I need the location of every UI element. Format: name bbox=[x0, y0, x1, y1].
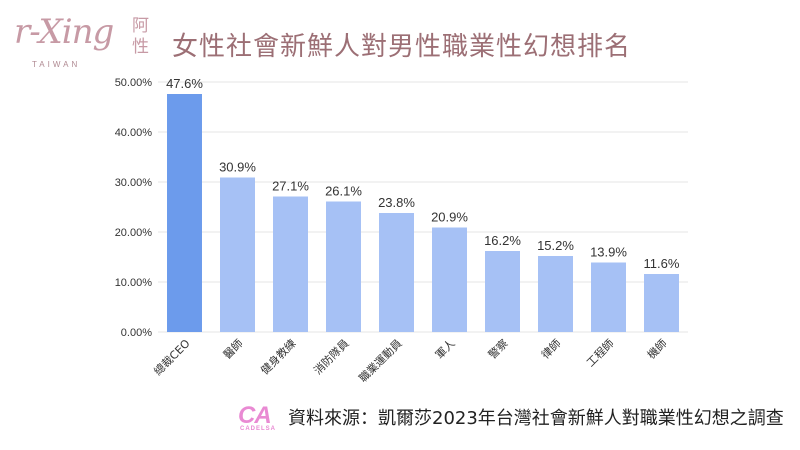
data-label: 16.2% bbox=[484, 233, 521, 248]
y-tick-label: 30.00% bbox=[115, 177, 153, 189]
source-text: 資料來源：凱爾莎2023年台灣社會新鮮人對職業性幻想之調查 bbox=[288, 408, 784, 429]
page-title: 女性社會新鮮人對男性職業性幻想排名 bbox=[172, 32, 632, 62]
bar bbox=[538, 256, 573, 332]
x-tick-label: 健身教練 bbox=[258, 336, 299, 377]
bar bbox=[432, 227, 467, 332]
y-tick-label: 10.00% bbox=[115, 277, 153, 289]
data-label: 23.8% bbox=[378, 195, 415, 210]
x-tick-label: 機師 bbox=[644, 336, 669, 361]
x-tick-label: 總裁CEO bbox=[151, 336, 193, 378]
x-tick-label: 軍人 bbox=[433, 337, 458, 362]
y-tick-label: 20.00% bbox=[115, 227, 153, 239]
rxing-logo: r-Xing 阿性 TAIWAN bbox=[14, 12, 154, 72]
x-tick-label: 醫師 bbox=[221, 337, 246, 362]
bar bbox=[379, 213, 414, 332]
bar bbox=[220, 177, 255, 332]
x-tick-label: 工程師 bbox=[584, 337, 617, 370]
bar bbox=[326, 201, 361, 332]
x-tick-label: 警察 bbox=[485, 336, 510, 361]
y-tick-label: 50.00% bbox=[115, 77, 153, 89]
x-tick-label: 律師 bbox=[539, 337, 564, 362]
logo-chinese: 阿性 bbox=[132, 16, 149, 57]
x-tick-label: 消防隊員 bbox=[311, 336, 352, 377]
cadelsa-wordmark: CADELSA bbox=[240, 426, 277, 432]
data-label: 30.9% bbox=[219, 160, 256, 175]
cadelsa-logo: CA CADELSA bbox=[236, 402, 290, 434]
y-tick-label: 40.00% bbox=[115, 127, 153, 139]
data-label: 47.6% bbox=[166, 76, 203, 91]
bar bbox=[591, 262, 626, 332]
y-tick-label: 0.00% bbox=[121, 327, 152, 339]
data-label: 27.1% bbox=[272, 179, 309, 194]
data-label: 11.6% bbox=[644, 256, 680, 271]
logo-script: r-Xing bbox=[14, 12, 114, 52]
bar bbox=[167, 94, 202, 332]
bar bbox=[273, 196, 308, 332]
cadelsa-mark: CA bbox=[238, 402, 272, 429]
bar bbox=[644, 274, 679, 332]
data-label: 26.1% bbox=[325, 184, 362, 199]
data-label: 13.9% bbox=[590, 245, 627, 260]
data-label: 20.9% bbox=[431, 210, 468, 225]
x-tick-label: 職業運動員 bbox=[356, 336, 405, 385]
data-label: 15.2% bbox=[537, 238, 574, 253]
logo-region: TAIWAN bbox=[32, 60, 81, 69]
bar bbox=[485, 251, 520, 332]
source-footer: CA CADELSA 資料來源：凱爾莎2023年台灣社會新鮮人對職業性幻想之調查 bbox=[236, 402, 796, 434]
